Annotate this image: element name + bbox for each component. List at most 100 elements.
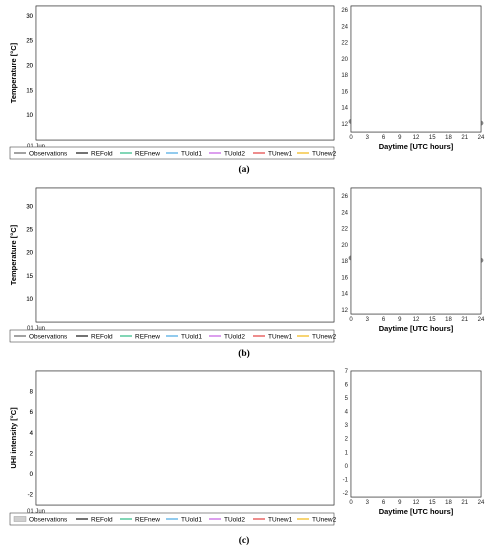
c-right-ytick-label: -2 xyxy=(343,491,349,497)
legend-label-tunew2: TUnew2 xyxy=(312,334,337,341)
legend-label-refold: REFold xyxy=(91,334,113,341)
b-left-ytick-label: 25 xyxy=(26,228,33,234)
b-right-xtick-label: 18 xyxy=(445,317,452,323)
b-right-frame xyxy=(350,187,482,315)
b-left-ytick-label: 30 xyxy=(26,204,33,210)
legend-label-tuold1: TUold1 xyxy=(181,334,202,341)
a-right-ytick-label: 14 xyxy=(341,106,348,112)
legend-label-observations: Observations xyxy=(29,151,68,158)
c-left-ylabel: UHI intensity [°C] xyxy=(9,407,18,469)
legend-label-observations: Observations xyxy=(29,517,68,524)
a-left-ytick-label: 20 xyxy=(26,64,33,70)
c-right-ytick-label: -1 xyxy=(343,477,349,483)
legend-label-tunew1: TUnew1 xyxy=(268,334,293,341)
c-right-ytick-label: 7 xyxy=(345,369,349,375)
a-left-ytick-label: 30 xyxy=(26,14,33,20)
c-right-xtick-label: 15 xyxy=(429,500,436,506)
c-left-ytick-label: 6 xyxy=(30,410,34,416)
b-left-ytick-label: 10 xyxy=(26,297,33,303)
c-right-ytick-label: 3 xyxy=(345,423,349,429)
b-right-chart: 12 14 16 18 20 22 24 26 0 3 6 9 12 15 18 21 24 Daytime [U… xyxy=(341,187,485,333)
c-right-xtick-label: 12 xyxy=(413,500,420,506)
b-right-ytick-label: 18 xyxy=(341,259,348,265)
legend-label-tuold2: TUold2 xyxy=(224,334,245,341)
c-right-xlabel: Daytime [UTC hours] xyxy=(379,507,454,516)
c-right-ytick-label: 1 xyxy=(345,450,349,456)
legend-label-refold: REFold xyxy=(91,151,113,158)
legend-label-refnew: REFnew xyxy=(135,517,160,524)
legend-label-tunew2: TUnew2 xyxy=(312,151,337,158)
legend-label-tunew1: TUnew1 xyxy=(268,151,293,158)
c-left-xtick-label: 01 Jun xyxy=(27,509,45,515)
a-left-frame xyxy=(35,5,335,141)
b-right-xtick-label: 15 xyxy=(429,317,436,323)
b-right-ytick-label: 26 xyxy=(341,194,348,200)
a-right-xtick-label: 12 xyxy=(413,135,420,141)
a-right-xtick-label: 15 xyxy=(429,135,436,141)
b-left-ytick-label: 10 xyxy=(26,297,33,303)
a-left-ytick-label: 10 xyxy=(26,113,33,119)
c-right-xtick-label: 24 xyxy=(478,500,485,506)
b-left-ylabel: Temperature [°C] xyxy=(9,224,18,285)
b-right-ytick-label: 20 xyxy=(341,243,348,249)
b-right-xlabel: Daytime [UTC hours] xyxy=(379,324,454,333)
b-left-ytick-label: 20 xyxy=(26,251,33,257)
c-left-ytick-label: 6 xyxy=(30,410,34,416)
panel-label-c: (c) xyxy=(239,535,250,546)
a-right-ytick-label: 16 xyxy=(341,89,348,95)
a-right-chart: 12 14 16 18 20 22 24 26 0 3 6 9 12 15 18 21 24 Daytime [U… xyxy=(341,5,485,151)
a-right-xtick-label: 21 xyxy=(461,135,468,141)
a-right-ytick-label: 26 xyxy=(341,8,348,14)
legend-label-tunew1: TUnew1 xyxy=(268,517,293,524)
b-right-ytick-label: 24 xyxy=(341,210,348,216)
c-left-ytick-label: 8 xyxy=(30,390,34,396)
b-right-ytick-label: 16 xyxy=(341,275,348,281)
b-right-xtick-label: 9 xyxy=(398,317,402,323)
legend-0: Observations REFold REFnew TUold1 TUold2 TUne… xyxy=(9,146,337,160)
a-left-ytick-label: 25 xyxy=(26,39,33,45)
b-right-xtick-label: 3 xyxy=(366,317,370,323)
b-left-frame xyxy=(35,187,335,323)
legend-label-refnew: REFnew xyxy=(135,334,160,341)
legend-label-tuold2: TUold2 xyxy=(224,517,245,524)
legend-label-refold: REFold xyxy=(91,517,113,524)
a-left-ytick-label: 25 xyxy=(26,39,33,45)
c-left-ytick-label: 4 xyxy=(30,431,34,437)
panel-label-b: (b) xyxy=(238,348,250,359)
a-right-xtick-label: 0 xyxy=(349,135,353,141)
b-right-ytick-label: 12 xyxy=(341,308,348,314)
c-right-ytick-label: 2 xyxy=(345,437,349,443)
legend-1: Observations REFold REFnew TUold1 TUold2 TUne… xyxy=(9,329,337,343)
c-right-ytick-label: 6 xyxy=(345,383,349,389)
a-left-ytick-label: 10 xyxy=(26,113,33,119)
c-right-xtick-label: 6 xyxy=(382,500,386,506)
c-right-xtick-label: 21 xyxy=(461,500,468,506)
c-right-ytick-label: 0 xyxy=(345,464,349,470)
c-left-ytick-label: 0 xyxy=(30,472,34,478)
a-left-ytick-label: 30 xyxy=(26,14,33,20)
a-right-ytick-label: 20 xyxy=(341,57,348,63)
a-right-ytick-label: 18 xyxy=(341,73,348,79)
legend-label-refnew: REFnew xyxy=(135,151,160,158)
c-right-ytick-label: 5 xyxy=(345,396,349,402)
legend-label-tuold1: TUold1 xyxy=(181,151,202,158)
legend-2: Observations REFold REFnew TUold1 TUold2 TUne… xyxy=(9,512,337,526)
c-left-ytick-label: 8 xyxy=(30,390,34,396)
a-right-ytick-label: 24 xyxy=(341,24,348,30)
a-right-xtick-label: 9 xyxy=(398,135,402,141)
legend-label-tuold1: TUold1 xyxy=(181,517,202,524)
a-right-xlabel: Daytime [UTC hours] xyxy=(379,142,454,151)
a-left-ylabel: Temperature [°C] xyxy=(9,42,18,103)
c-right-frame xyxy=(350,370,482,498)
c-right-ytick-label: 4 xyxy=(345,410,349,416)
b-right-xtick-label: 24 xyxy=(478,317,485,323)
c-right-xtick-label: 9 xyxy=(398,500,402,506)
c-left-ytick-label: 0 xyxy=(30,472,34,478)
b-right-ytick-label: 22 xyxy=(341,227,348,233)
c-right-xtick-label: 0 xyxy=(349,500,353,506)
